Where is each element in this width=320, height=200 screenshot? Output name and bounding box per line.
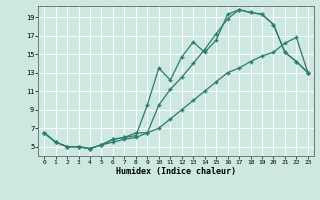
X-axis label: Humidex (Indice chaleur): Humidex (Indice chaleur) <box>116 167 236 176</box>
